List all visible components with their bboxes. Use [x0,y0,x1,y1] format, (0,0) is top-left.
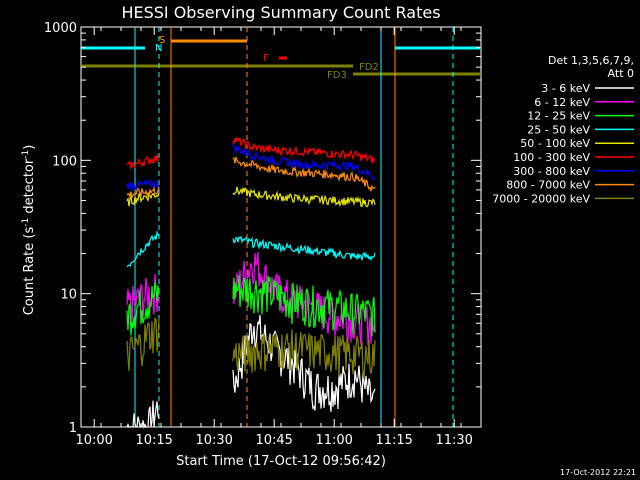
series-line-7-pre [126,178,160,190]
y-axis: 1 10 100 1000 [44,21,481,436]
y-tick-label: 100 [52,154,77,169]
legend-entry-label: 12 - 25 keV [527,110,590,123]
x-tick-label: 10:30 [195,433,232,448]
series-line-8-pre [126,186,160,200]
legend-entry-label: 6 - 12 keV [534,96,590,109]
legend-entry-label: 7000 - 20000 keV [492,192,590,205]
series-line-3-post [232,274,376,337]
series-line-2-post [232,251,376,346]
series-line-4-pre [126,230,160,268]
y-tick-label: 10 [60,288,77,303]
fd2-label: FD2 [359,62,379,73]
series-line-3-pre [126,281,160,336]
legend-entry-label: 50 - 100 keV [520,137,590,150]
series-line-9-post [232,329,376,379]
legend-header-2: Att 0 [608,67,634,80]
series-line-1-pre [126,400,160,430]
series-line-9-pre [126,317,160,371]
legend-header-1: Det 1,3,5,6,7,9, [548,54,634,67]
x-axis-label: Start Time (17-Oct-12 09:56:42) [176,454,386,469]
legend-entry-label: 25 - 50 keV [527,123,590,136]
generation-timestamp: 17-Oct-2012 22:21 [560,468,636,477]
y-axis-label-main: Count Rate (s [22,227,37,316]
series-line-8-post [232,156,376,192]
series-line-6-pre [126,154,160,169]
x-tick-label: 10:45 [255,433,292,448]
x-tick-label: 11:15 [375,433,412,448]
series-line-1-post [232,314,376,412]
chart-title: HESSI Observing Summary Count Rates [121,3,440,22]
x-axis: 10:00 10:15 10:30 10:45 11:00 11:15 11:30 [75,27,482,448]
series-line-5-pre [126,191,160,207]
x-tick-label: 11:00 [315,433,352,448]
x-tick-label: 10:00 [75,433,112,448]
y-axis-label-end: ) [22,145,37,150]
y-axis-label-sup1: -1 [21,218,31,227]
y-tick-label: 1000 [44,21,77,36]
x-tick-label: 10:15 [135,433,172,448]
legend-entry-label: 100 - 300 keV [513,151,590,164]
legend-entry-label: 3 - 6 keV [541,82,590,95]
series-line-4-post [232,235,376,262]
fd3-label: FD3 [327,70,347,81]
y-tick-label: 1 [69,421,77,436]
legend-entry-label: 300 - 800 keV [513,165,590,178]
y-axis-label-sup2: -1 [21,150,31,159]
series-line-7-post [232,142,376,182]
x-tick-label: 11:30 [435,433,472,448]
flare-label: F [263,53,269,64]
legend-entry-label: 800 - 7000 keV [506,179,590,192]
y-axis-label-mid: detector [22,158,37,218]
series-line-6-post [232,137,376,164]
series-line-5-post [232,186,376,208]
saa-label: S [159,35,165,46]
y-axis-label: Count Rate (s-1 detector-1) [21,145,37,316]
plot-area: SNFFD2FD3 [80,26,482,430]
